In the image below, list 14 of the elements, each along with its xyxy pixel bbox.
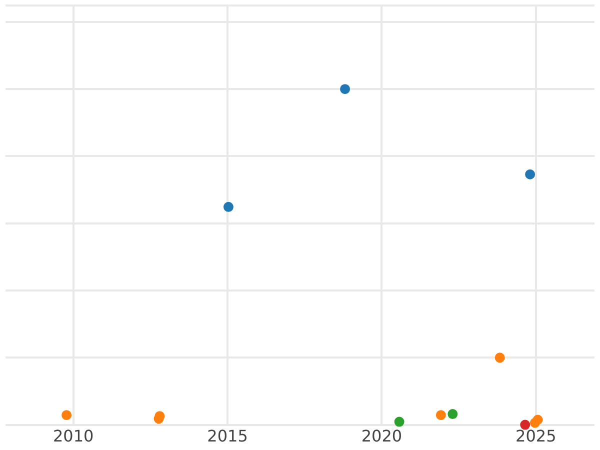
point xyxy=(494,352,505,363)
point xyxy=(532,414,543,425)
x-tick-label: 2020 xyxy=(361,426,402,446)
point xyxy=(340,84,350,94)
point xyxy=(62,410,72,420)
x-tick-label: 2010 xyxy=(52,426,94,446)
point xyxy=(525,169,536,180)
point xyxy=(520,420,530,430)
point xyxy=(223,202,234,212)
point xyxy=(436,410,446,420)
point xyxy=(448,409,458,420)
point xyxy=(394,416,404,427)
x-tick-label: 2025 xyxy=(516,426,556,446)
x-tick-label: 2015 xyxy=(207,426,248,446)
